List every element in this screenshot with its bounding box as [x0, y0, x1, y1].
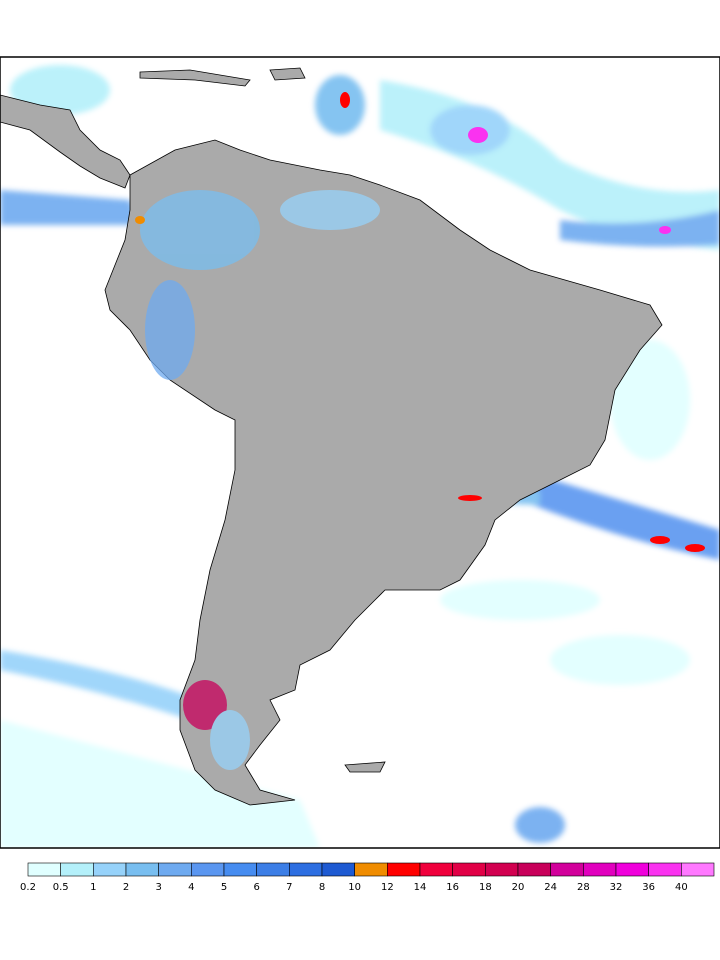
- legend-swatch: [485, 862, 519, 877]
- color-legend: 0.2 0.5 1 2 3 4 5 6 7 8 10 12 14 16 18 20 24 28 32 36 40: [20, 862, 715, 893]
- legend-label: 5: [221, 882, 227, 893]
- legend-swatch: [60, 862, 94, 877]
- legend-swatch: [615, 862, 649, 877]
- legend-label: 12: [381, 882, 394, 893]
- legend-swatch: [256, 862, 290, 877]
- legend-swatch: [452, 862, 486, 877]
- legend-swatch: [289, 862, 323, 877]
- precip-field: [0, 65, 720, 848]
- falklands: [344, 761, 386, 773]
- legend-label: 16: [446, 882, 459, 893]
- legend-swatch: [583, 862, 617, 877]
- legend-swatch: [648, 862, 682, 877]
- legend-label: 6: [253, 882, 259, 893]
- legend-label: 8: [319, 882, 325, 893]
- legend-label: 28: [577, 882, 590, 893]
- south-america: [104, 139, 663, 806]
- map-frame: [0, 56, 720, 849]
- legend-label: 32: [610, 882, 623, 893]
- legend-label: 4: [188, 882, 194, 893]
- legend-swatch: [387, 862, 421, 877]
- legend-swatch: [158, 862, 192, 877]
- legend-swatch: [354, 862, 388, 877]
- legend-label: 20: [512, 882, 525, 893]
- legend-swatch: [517, 862, 551, 877]
- legend-swatch: [191, 862, 225, 877]
- map: [0, 57, 720, 848]
- legend-swatch: [27, 862, 61, 877]
- hispaniola: [269, 67, 306, 81]
- legend-label: 0.2: [20, 882, 36, 893]
- legend-label: 24: [544, 882, 557, 893]
- legend-label: 40: [675, 882, 688, 893]
- legend-label: 2: [123, 882, 129, 893]
- legend-swatch: [93, 862, 127, 877]
- legend-swatch: [321, 862, 355, 877]
- legend-label: 14: [414, 882, 427, 893]
- legend-label: 7: [286, 882, 292, 893]
- legend-swatch: [550, 862, 584, 877]
- legend-swatch: [419, 862, 453, 877]
- heavy-cells: [135, 92, 705, 552]
- central-america: [0, 94, 131, 189]
- legend-label: 10: [348, 882, 361, 893]
- legend-label: 18: [479, 882, 492, 893]
- legend-label: 1: [90, 882, 96, 893]
- legend-swatch: [681, 862, 715, 877]
- legend-label: 3: [155, 882, 161, 893]
- cuba: [139, 69, 251, 87]
- legend-swatch: [223, 862, 257, 877]
- legend-swatch: [125, 862, 159, 877]
- precip-over-land: [140, 190, 380, 770]
- legend-label: 36: [642, 882, 655, 893]
- land: [0, 67, 663, 806]
- legend-label: 0.5: [53, 882, 69, 893]
